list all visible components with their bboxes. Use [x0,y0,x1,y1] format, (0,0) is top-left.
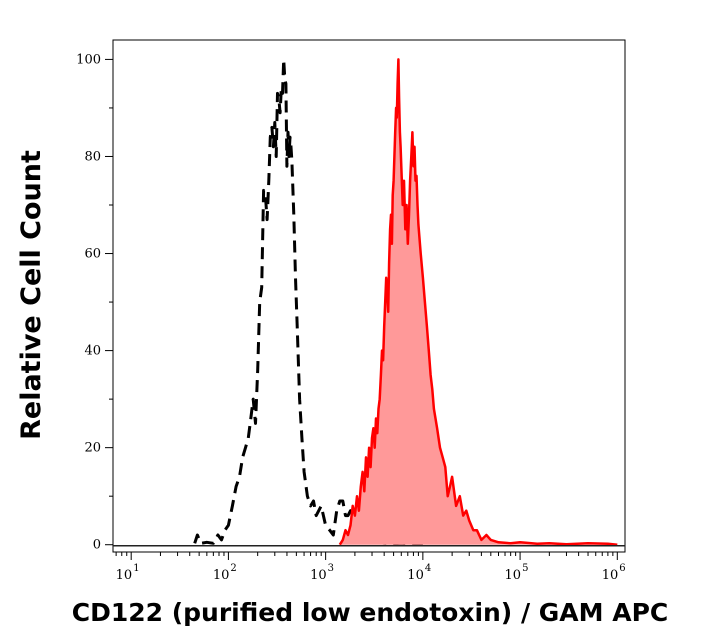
series-2-fill [339,59,618,545]
x-tick-label: 10 1 [116,563,140,583]
x-tick-label: 10 5 [505,563,529,583]
y-axis-title: Relative Cell Count [16,150,47,440]
x-tick-label-base: 10 [602,568,619,583]
x-tick-label-exponent: 1 [133,563,139,574]
x-tick-label-base: 10 [505,568,522,583]
x-tick-label-exponent: 4 [425,563,431,574]
x-tick-label-base: 10 [310,568,327,583]
x-tick-label-base: 10 [213,568,230,583]
x-tick-label: 10 4 [407,563,431,583]
y-tick-label: 60 [84,247,101,262]
y-tick-label: 100 [76,52,101,67]
plot-area [112,39,626,553]
series-2-line [338,58,618,546]
y-tick-label: 40 [84,344,101,359]
x-tick-label-base: 10 [407,568,424,583]
x-tick-label-exponent: 3 [328,563,334,574]
y-tick-label: 0 [93,538,101,553]
x-axis: 10 1 10 2 10 3 10 4 10 5 10 6 [115,552,626,583]
x-tick-label: 10 2 [213,563,237,583]
y-tick-label: 20 [84,441,101,456]
x-tick-label-exponent: 5 [522,563,528,574]
x-tick-label-exponent: 2 [230,563,236,574]
x-tick-label: 10 6 [602,563,626,583]
x-tick-label-exponent: 6 [619,563,625,574]
series-layer [113,57,625,547]
series-1-line [193,57,423,547]
x-tick-label-base: 10 [116,568,133,583]
x-axis-title: CD122 (purified low endotoxin) / GAM APC [72,598,669,627]
x-tick-label: 10 3 [310,563,334,583]
y-axis: 0 20 40 60 80 100 [76,52,113,553]
y-tick-label: 80 [84,149,101,164]
plot-frame [112,39,626,553]
